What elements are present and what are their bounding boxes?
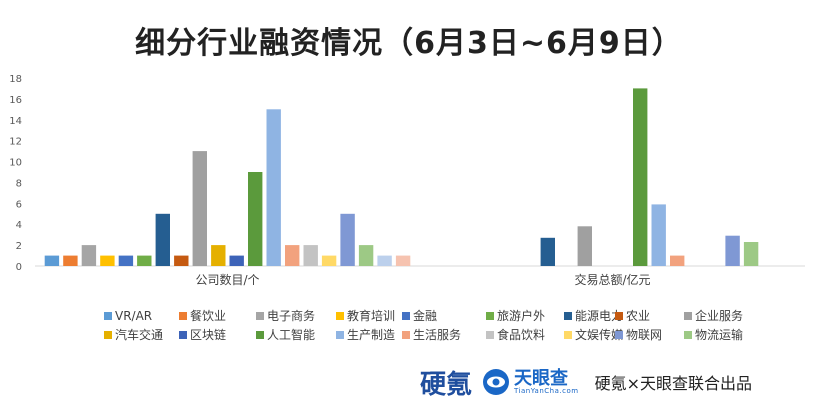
legend-swatch — [615, 331, 623, 339]
x-tick-label: 公司数目/个 — [195, 272, 259, 287]
bar — [670, 255, 685, 266]
legend-label: 企业服务 — [695, 308, 743, 323]
legend-swatch — [104, 312, 112, 320]
y-tick-label: 10 — [9, 158, 22, 169]
bar — [358, 245, 374, 266]
legend-swatch — [684, 331, 692, 339]
bar — [725, 235, 740, 266]
legend-label: 电子商务 — [267, 308, 315, 323]
chart-title: 细分行业融资情况（6月3日~6月9日） — [135, 26, 683, 61]
bar — [743, 242, 759, 266]
bar — [633, 88, 648, 267]
y-tick-label: 8 — [16, 178, 22, 189]
y-tick-label: 2 — [16, 241, 22, 252]
bar — [81, 245, 97, 266]
legend-swatch — [104, 331, 112, 339]
legend-swatch — [615, 312, 623, 320]
bar — [192, 151, 207, 266]
bar — [303, 245, 318, 266]
legend-swatch — [256, 331, 264, 339]
bar — [248, 172, 263, 266]
y-tick-label: 14 — [9, 116, 22, 127]
tianyancha-url: TianYanCha.com — [514, 386, 579, 395]
legend-label: 旅游户外 — [497, 308, 545, 323]
bar — [44, 255, 60, 266]
legend-label: 人工智能 — [267, 327, 315, 342]
bar — [118, 255, 134, 266]
bar — [321, 255, 337, 266]
y-tick-label: 16 — [9, 95, 22, 106]
bar — [155, 213, 170, 266]
36kr-logo: 硬氪 — [420, 369, 473, 400]
legend-swatch — [402, 312, 410, 320]
legend-label: 物流运输 — [695, 327, 743, 342]
bar — [577, 226, 592, 266]
legend-label: 区块链 — [190, 327, 226, 342]
bar — [395, 255, 411, 266]
bar — [174, 255, 189, 266]
bar — [651, 204, 666, 266]
legend-swatch — [684, 312, 692, 320]
bar — [285, 245, 300, 266]
legend-label: 能源电力 — [575, 309, 623, 323]
legend-label: VR/AR — [115, 309, 152, 323]
y-tick-label: 6 — [16, 199, 22, 210]
y-tick-label: 0 — [16, 262, 22, 273]
legend-swatch — [486, 331, 494, 339]
footer-credits: 硬氪 天眼查 TianYanCha.com 硬氪×天眼查联合出品 — [420, 366, 800, 400]
legend-swatch — [256, 312, 264, 320]
bar — [211, 245, 226, 266]
legend-label: 生活服务 — [413, 327, 461, 342]
legend-swatch — [336, 331, 344, 339]
bar — [100, 255, 115, 266]
bar — [63, 255, 78, 266]
bar — [229, 255, 244, 266]
legend-label: 教育培训 — [347, 308, 395, 323]
legend-swatch — [486, 312, 494, 320]
legend-label: 食品饮料 — [497, 327, 545, 342]
tianyancha-name: 天眼查 — [514, 367, 569, 389]
bar — [377, 255, 392, 266]
legend-label: 餐饮业 — [190, 308, 226, 323]
y-tick-label: 12 — [9, 137, 22, 148]
legend-label: 物联网 — [626, 328, 662, 342]
legend-swatch — [564, 331, 572, 339]
legend-label: 生产制造 — [347, 328, 395, 342]
bar — [266, 109, 281, 266]
bar — [340, 213, 355, 266]
legend-label: 汽车交通 — [115, 327, 163, 342]
legend-label: 文娱传媒 — [575, 327, 623, 342]
bar — [540, 237, 555, 266]
credit-text: 硬氪×天眼查联合出品 — [594, 374, 752, 393]
legend-swatch — [402, 331, 410, 339]
legend-label: 金融 — [413, 308, 437, 323]
eye-icon — [483, 369, 510, 395]
y-tick-label: 4 — [16, 220, 22, 231]
tianyancha-logo: 天眼查 TianYanCha.com — [482, 368, 579, 396]
legend-swatch — [179, 312, 187, 320]
legend-swatch — [564, 312, 572, 320]
legend-label: 农业 — [626, 309, 650, 323]
x-tick-label: 交易总额/亿元 — [574, 272, 650, 287]
bar — [137, 255, 152, 266]
bar-chart: 0 2 4 6 8 10 12 14 16 18 公司数目/个 交易总额/亿元 — [9, 74, 805, 287]
legend-swatch — [179, 331, 187, 339]
legend-swatch — [336, 312, 344, 320]
y-tick-label: 18 — [9, 74, 22, 85]
